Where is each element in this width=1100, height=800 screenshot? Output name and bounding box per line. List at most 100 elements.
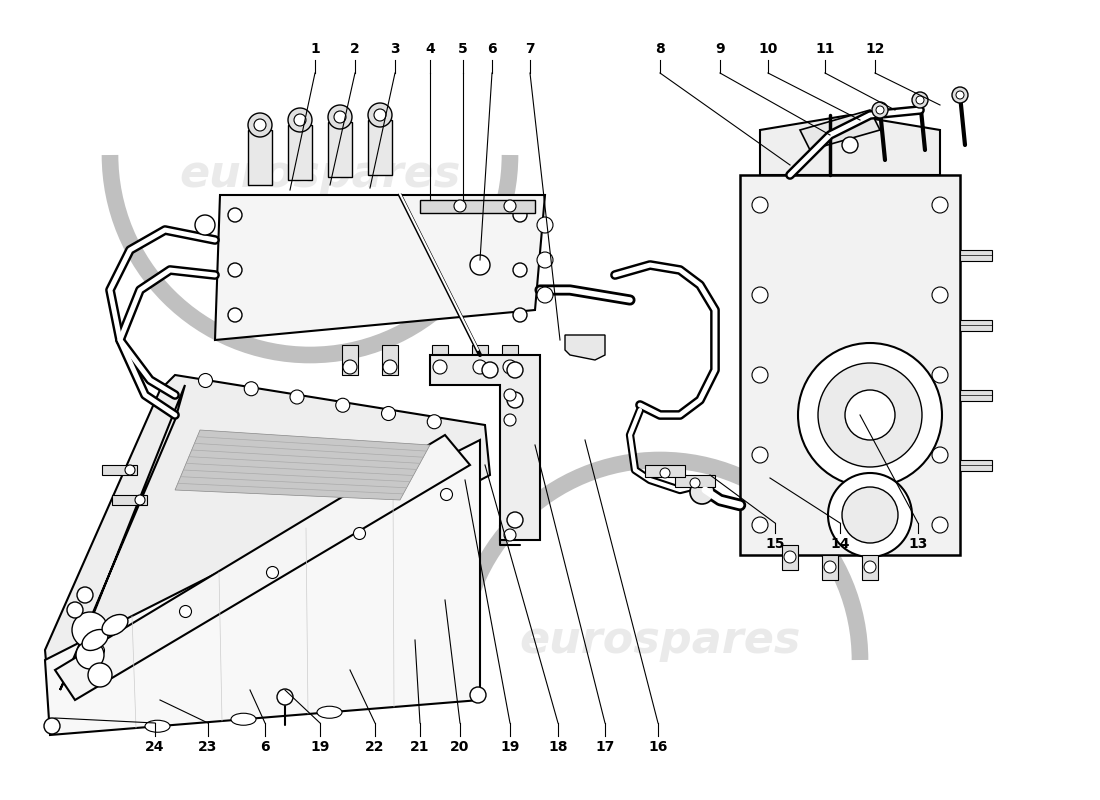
- Circle shape: [288, 108, 312, 132]
- Bar: [960, 320, 992, 331]
- Circle shape: [932, 197, 948, 213]
- Text: 5: 5: [458, 42, 468, 56]
- Circle shape: [343, 360, 358, 374]
- Circle shape: [72, 612, 108, 648]
- Polygon shape: [45, 440, 480, 735]
- Circle shape: [125, 465, 135, 475]
- Circle shape: [44, 718, 60, 734]
- Circle shape: [690, 480, 714, 504]
- Text: 22: 22: [365, 740, 385, 754]
- Circle shape: [328, 105, 352, 129]
- Text: 17: 17: [595, 740, 615, 754]
- Circle shape: [504, 389, 516, 401]
- Text: 14: 14: [830, 537, 849, 551]
- Circle shape: [470, 255, 490, 275]
- Circle shape: [440, 489, 452, 501]
- Ellipse shape: [317, 706, 342, 718]
- Ellipse shape: [145, 720, 170, 732]
- Circle shape: [334, 111, 346, 123]
- Text: 10: 10: [758, 42, 778, 56]
- Text: 20: 20: [450, 740, 470, 754]
- Circle shape: [228, 308, 242, 322]
- Bar: [248, 130, 272, 185]
- Circle shape: [537, 252, 553, 268]
- Circle shape: [513, 208, 527, 222]
- Bar: [960, 250, 992, 261]
- Circle shape: [195, 215, 214, 235]
- Circle shape: [507, 392, 522, 408]
- Circle shape: [872, 102, 888, 118]
- Text: 6: 6: [487, 42, 497, 56]
- Bar: [368, 120, 392, 175]
- Bar: [472, 345, 488, 375]
- Circle shape: [482, 362, 498, 378]
- Circle shape: [513, 308, 527, 322]
- Text: 21: 21: [410, 740, 430, 754]
- Circle shape: [513, 263, 527, 277]
- Circle shape: [956, 91, 964, 99]
- Text: 19: 19: [500, 740, 519, 754]
- Bar: [782, 545, 797, 570]
- Circle shape: [470, 687, 486, 703]
- Circle shape: [507, 512, 522, 528]
- Bar: [288, 125, 312, 180]
- Circle shape: [798, 343, 942, 487]
- Ellipse shape: [82, 630, 108, 650]
- Bar: [102, 465, 138, 475]
- Text: 2: 2: [350, 42, 360, 56]
- Text: eurospares: eurospares: [519, 618, 801, 662]
- Circle shape: [828, 473, 912, 557]
- Circle shape: [76, 641, 104, 669]
- Text: 19: 19: [310, 740, 330, 754]
- Circle shape: [504, 414, 516, 426]
- Circle shape: [277, 689, 293, 705]
- Circle shape: [876, 106, 884, 114]
- Circle shape: [842, 487, 898, 543]
- Bar: [862, 555, 878, 580]
- Text: 9: 9: [715, 42, 725, 56]
- Bar: [420, 200, 535, 213]
- Ellipse shape: [102, 614, 128, 635]
- Circle shape: [248, 113, 272, 137]
- Circle shape: [507, 362, 522, 378]
- Polygon shape: [565, 335, 605, 360]
- Text: 16: 16: [648, 740, 668, 754]
- Circle shape: [266, 566, 278, 578]
- Circle shape: [752, 517, 768, 533]
- Bar: [382, 345, 398, 375]
- Circle shape: [932, 287, 948, 303]
- Circle shape: [353, 527, 365, 539]
- Circle shape: [383, 360, 397, 374]
- Polygon shape: [430, 355, 540, 540]
- Circle shape: [88, 663, 112, 687]
- Circle shape: [290, 390, 304, 404]
- Bar: [960, 460, 992, 471]
- Circle shape: [864, 561, 876, 573]
- Bar: [432, 345, 448, 375]
- Text: eurospares: eurospares: [179, 154, 461, 197]
- Circle shape: [912, 92, 928, 108]
- Circle shape: [932, 517, 948, 533]
- Circle shape: [504, 200, 516, 212]
- Polygon shape: [800, 110, 880, 150]
- Polygon shape: [45, 375, 490, 705]
- Circle shape: [374, 109, 386, 121]
- Text: 3: 3: [390, 42, 399, 56]
- Circle shape: [537, 217, 553, 233]
- Circle shape: [228, 263, 242, 277]
- Bar: [502, 345, 518, 375]
- Circle shape: [473, 360, 487, 374]
- Circle shape: [752, 447, 768, 463]
- Polygon shape: [55, 435, 470, 700]
- Circle shape: [660, 468, 670, 478]
- Text: 4: 4: [425, 42, 435, 56]
- Polygon shape: [214, 195, 544, 340]
- Text: 15: 15: [766, 537, 784, 551]
- Text: 8: 8: [656, 42, 664, 56]
- Polygon shape: [60, 385, 185, 690]
- Text: 13: 13: [909, 537, 927, 551]
- Circle shape: [135, 495, 145, 505]
- Circle shape: [952, 87, 968, 103]
- Text: 1: 1: [310, 42, 320, 56]
- Circle shape: [294, 114, 306, 126]
